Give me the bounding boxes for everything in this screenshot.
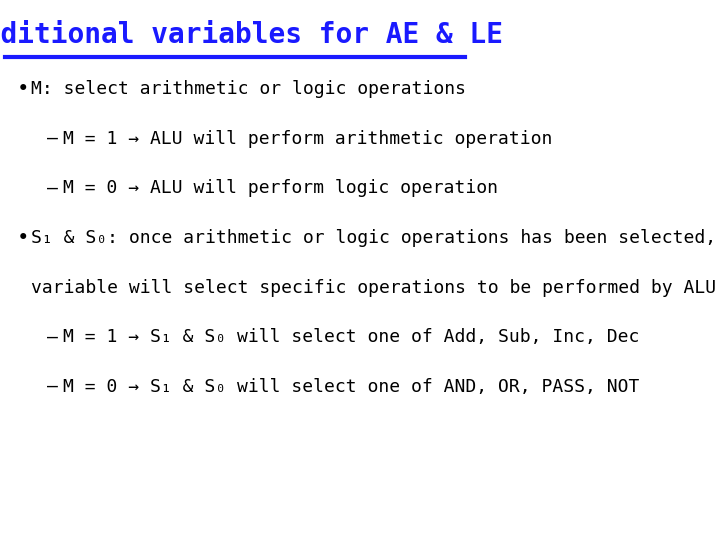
Text: M = 0 → ALU will perform logic operation: M = 0 → ALU will perform logic operation: [63, 179, 498, 198]
Text: M = 1 → ALU will perform arithmetic operation: M = 1 → ALU will perform arithmetic oper…: [63, 130, 553, 148]
Text: •: •: [17, 79, 29, 99]
Text: variable will select specific operations to be performed by ALU: variable will select specific operations…: [30, 279, 716, 297]
Text: Additional variables for AE & LE: Additional variables for AE & LE: [0, 21, 503, 49]
Text: –: –: [47, 378, 58, 396]
Text: S₁ & S₀: once arithmetic or logic operations has been selected, these 2: S₁ & S₀: once arithmetic or logic operat…: [30, 229, 720, 247]
Text: •: •: [17, 228, 29, 248]
Text: –: –: [47, 328, 58, 347]
Text: M = 1 → S₁ & S₀ will select one of Add, Sub, Inc, Dec: M = 1 → S₁ & S₀ will select one of Add, …: [63, 328, 640, 347]
Text: M = 0 → S₁ & S₀ will select one of AND, OR, PASS, NOT: M = 0 → S₁ & S₀ will select one of AND, …: [63, 378, 640, 396]
Text: M: select arithmetic or logic operations: M: select arithmetic or logic operations: [30, 80, 466, 98]
Text: –: –: [47, 179, 58, 198]
Text: –: –: [47, 130, 58, 148]
